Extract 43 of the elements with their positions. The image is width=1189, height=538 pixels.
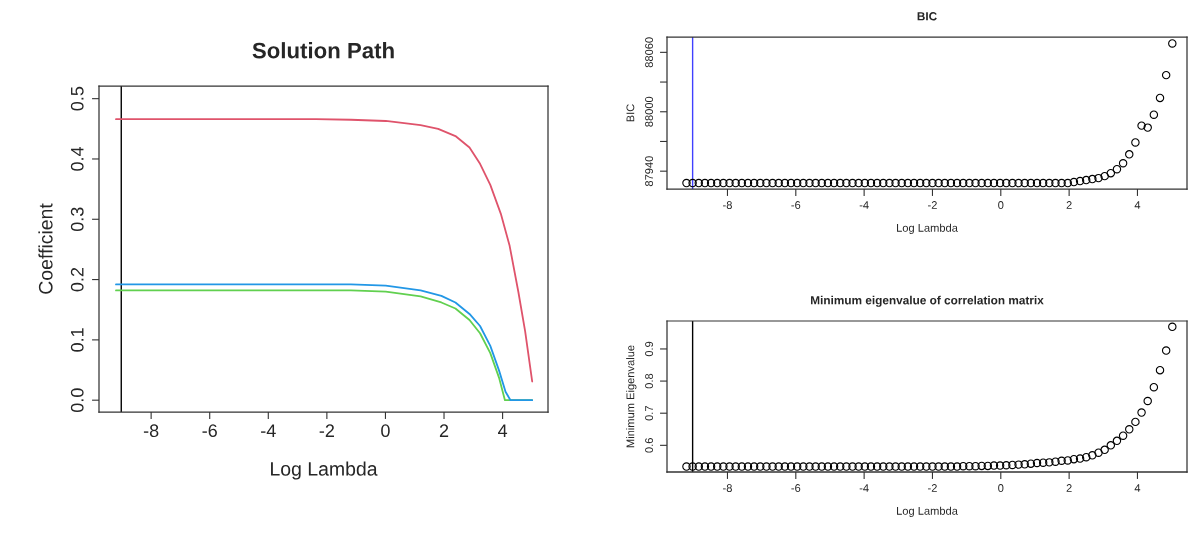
x-tick-label: -4 <box>261 424 276 437</box>
x-tick-label: -8 <box>143 424 159 438</box>
x-tick-label: -6 <box>202 424 217 438</box>
x-tick-label: 2 <box>1066 201 1072 209</box>
y-axis-title: Minimum Eigenvalue <box>626 345 637 448</box>
x-axis-title: Log Lambda <box>897 223 958 235</box>
y-tick-label: 0.3 <box>70 207 84 232</box>
x-axis-title: Log Lambda <box>897 506 958 518</box>
y-tick-label: 0.1 <box>70 328 84 352</box>
x-tick-label: -2 <box>928 201 937 209</box>
y-tick-label: 0.2 <box>70 267 84 292</box>
y-tick-label: 0.9 <box>645 341 653 357</box>
x-tick-label: 2 <box>1066 484 1072 492</box>
x-axis-title: Log Lambda <box>271 461 378 480</box>
x-tick-label: 2 <box>439 424 449 437</box>
y-tick-label: 88000 <box>645 96 653 127</box>
y-axis-title: BIC <box>626 104 635 122</box>
chart-title: Solution Path <box>252 42 394 59</box>
y-tick-label: 0.0 <box>70 388 84 413</box>
x-tick-label: 0 <box>998 201 1004 209</box>
x-tick-label: -8 <box>723 484 732 492</box>
y-tick-label: 0.6 <box>645 438 653 453</box>
x-tick-label: -4 <box>859 484 869 492</box>
x-tick-label: 4 <box>1134 201 1141 209</box>
x-tick-label: 0 <box>998 484 1004 492</box>
y-tick-label: 0.4 <box>70 146 84 171</box>
y-tick-label: 0.8 <box>645 373 653 389</box>
chart-title: Minimum eigenvalue of correlation matrix <box>811 295 1044 307</box>
x-tick-label: -6 <box>791 484 801 492</box>
x-tick-label: -4 <box>859 201 869 209</box>
x-tick-label: -2 <box>319 424 334 437</box>
x-tick-label: 0 <box>381 424 390 438</box>
x-tick-label: -2 <box>928 484 937 492</box>
x-tick-label: 4 <box>498 424 508 437</box>
y-tick-label: 87940 <box>645 156 653 187</box>
y-tick-label: 0.5 <box>70 86 84 111</box>
y-axis-title: Coefficient <box>38 203 53 294</box>
x-tick-label: -6 <box>791 201 801 209</box>
x-tick-label: -8 <box>723 201 732 209</box>
y-tick-label: 0.7 <box>645 406 653 421</box>
chart-title: BIC <box>917 12 937 21</box>
y-tick-label: 88060 <box>645 37 653 68</box>
x-tick-label: 4 <box>1134 484 1141 492</box>
